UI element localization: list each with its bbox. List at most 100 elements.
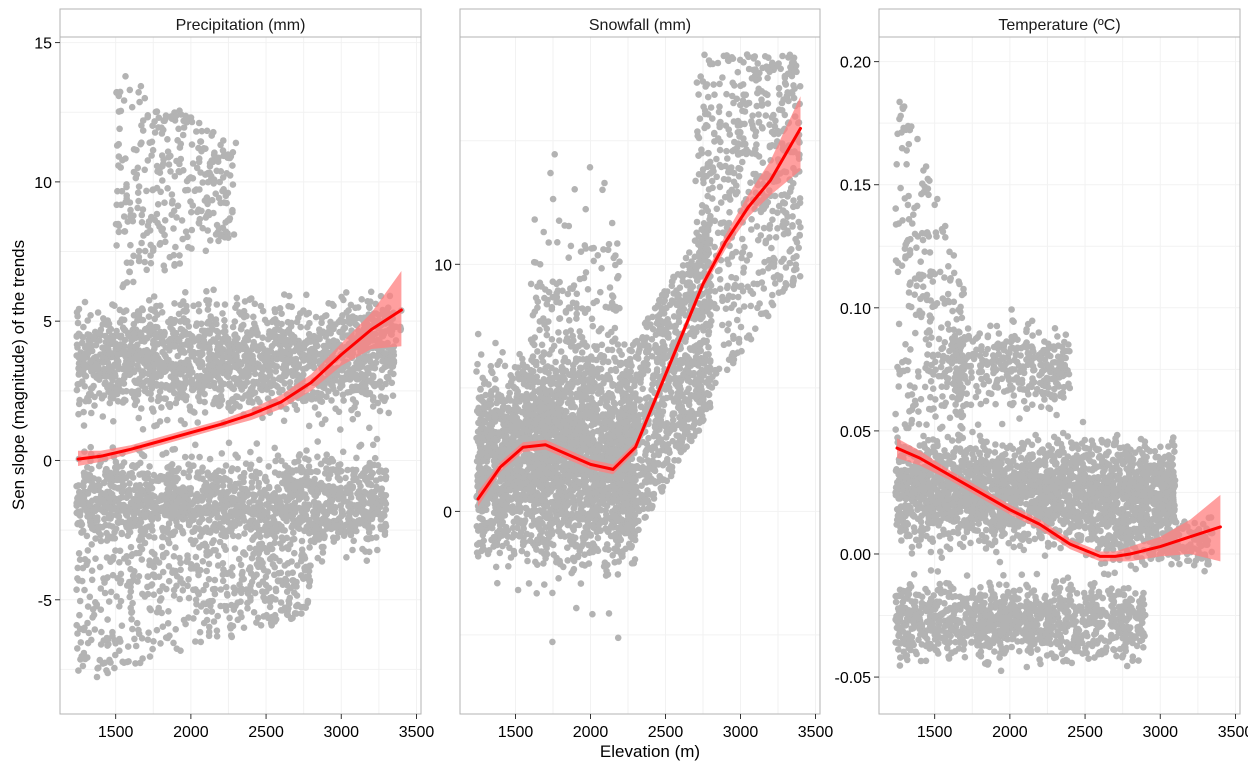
data-point	[88, 541, 95, 548]
data-point	[285, 302, 292, 310]
data-point	[87, 365, 95, 373]
data-point	[213, 221, 221, 229]
data-point	[173, 157, 180, 165]
data-point	[331, 503, 339, 511]
data-point	[225, 439, 233, 447]
data-point	[88, 409, 95, 417]
data-point	[73, 386, 81, 394]
data-point	[224, 335, 231, 343]
data-point	[203, 567, 210, 575]
data-point	[177, 140, 185, 148]
data-point	[156, 597, 164, 604]
data-point	[211, 500, 219, 507]
data-point	[153, 108, 161, 115]
data-point	[299, 550, 306, 557]
data-point	[135, 89, 142, 96]
data-point	[379, 510, 387, 518]
data-point	[121, 336, 129, 344]
data-point	[161, 199, 168, 206]
data-point	[158, 381, 165, 389]
data-point	[262, 473, 269, 481]
data-point	[88, 567, 96, 574]
data-point	[268, 389, 276, 397]
data-point	[381, 397, 388, 405]
data-point	[100, 509, 108, 516]
data-point	[369, 374, 377, 381]
data-point	[369, 403, 377, 410]
data-point	[267, 347, 275, 355]
data-point	[119, 283, 126, 291]
data-point	[271, 306, 279, 313]
data-point	[154, 475, 162, 482]
data-point	[120, 97, 128, 104]
data-point	[189, 528, 196, 536]
data-point	[111, 637, 118, 644]
data-point	[370, 394, 377, 401]
data-point	[193, 164, 201, 172]
data-point	[236, 403, 243, 410]
data-point	[153, 302, 160, 310]
data-point	[75, 550, 83, 557]
data-point	[121, 228, 129, 235]
data-point	[229, 564, 236, 571]
data-point	[197, 566, 204, 574]
data-point	[187, 379, 195, 387]
panels: Precipitation (mm)1500 2000 2500 3000 3500-5…	[34, 8, 1248, 741]
data-point	[145, 297, 153, 304]
data-point	[198, 327, 206, 334]
data-point	[222, 219, 229, 226]
data-point	[229, 181, 237, 188]
data-point	[196, 453, 203, 461]
data-point	[89, 480, 96, 488]
data-point	[74, 575, 81, 582]
data-point	[131, 377, 138, 385]
data-point	[171, 342, 178, 350]
data-point	[117, 164, 124, 171]
data-point	[339, 391, 347, 399]
data-point	[314, 468, 321, 476]
data-point	[390, 370, 397, 378]
data-point	[186, 403, 194, 411]
data-point	[285, 292, 293, 300]
data-point	[111, 464, 119, 471]
data-point	[126, 268, 133, 276]
data-point	[248, 330, 256, 337]
x-tick-label: 2000	[173, 724, 209, 741]
data-point	[153, 556, 160, 563]
data-point	[338, 506, 346, 514]
data-point	[151, 129, 159, 136]
data-point	[131, 516, 139, 523]
data-point	[140, 232, 147, 239]
data-point	[158, 609, 165, 617]
data-point	[98, 395, 106, 402]
data-point	[225, 342, 232, 349]
data-point	[86, 593, 94, 601]
data-point	[192, 441, 199, 449]
data-point	[82, 372, 90, 380]
data-point	[315, 411, 322, 418]
data-point	[120, 374, 128, 382]
data-point	[229, 532, 237, 540]
data-point	[330, 337, 338, 344]
data-point	[137, 459, 144, 467]
data-point	[96, 563, 104, 571]
data-point	[323, 457, 331, 465]
data-point	[171, 300, 178, 307]
data-point	[259, 307, 267, 315]
data-point	[127, 241, 134, 249]
data-point	[213, 627, 221, 634]
data-point	[214, 612, 221, 620]
data-point	[258, 513, 265, 520]
data-point	[324, 328, 332, 336]
data-point	[367, 288, 375, 296]
data-point	[354, 358, 362, 365]
data-point	[246, 544, 254, 552]
data-point	[231, 318, 239, 325]
data-point	[298, 537, 306, 545]
y-tick-label: 0	[43, 453, 52, 470]
data-point	[292, 467, 300, 474]
data-point	[310, 358, 318, 366]
data-point	[183, 307, 190, 315]
data-point	[272, 510, 280, 517]
data-point	[182, 228, 190, 235]
